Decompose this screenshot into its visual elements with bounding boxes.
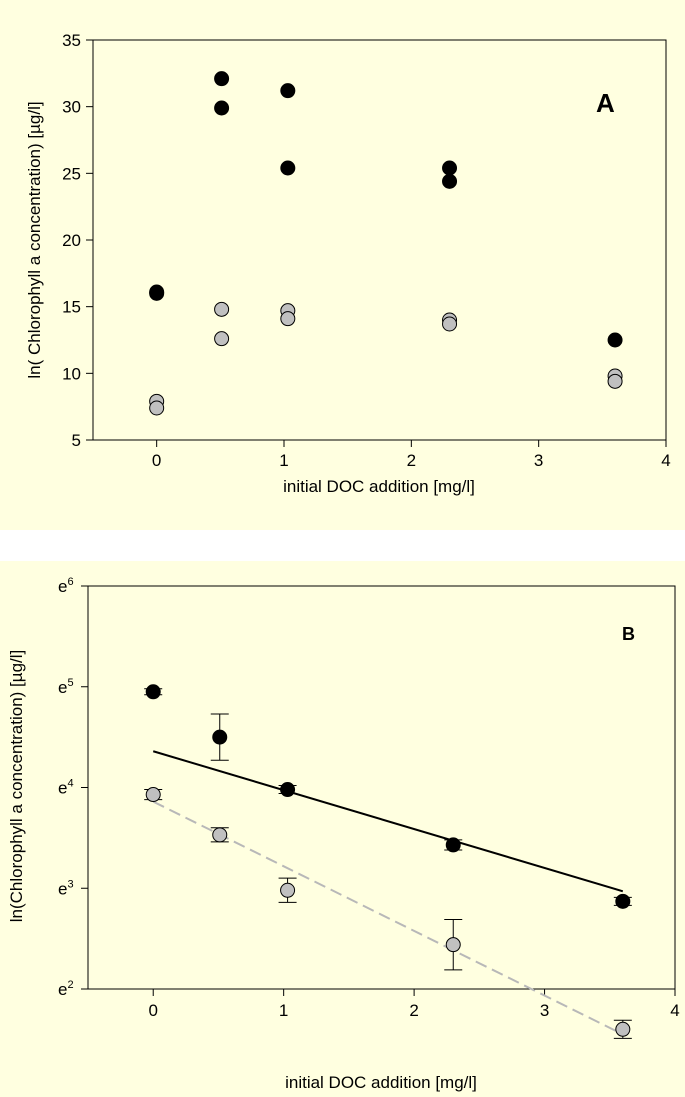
- panel-b-fit-lines: [152, 750, 624, 1036]
- panel-b-point-marker: [615, 1021, 631, 1037]
- panel-b-label: B: [622, 624, 635, 644]
- panel-b-point-series-2: [278, 877, 297, 903]
- panel-b-point-series-1: [444, 837, 463, 853]
- panel-a-point-series-1: [607, 332, 623, 348]
- panel-b-y-tick-label: e3: [58, 878, 74, 898]
- panel-a-point-series-2: [607, 373, 623, 389]
- panel-b-y-tick-label: e5: [58, 677, 74, 697]
- panel-a-point-series-1: [442, 173, 458, 189]
- panel-b-y-axis-label: ln(Chlorophyll a concentration) [µg/l]: [7, 650, 26, 922]
- panel-b-x-tick-label: 0: [148, 1001, 157, 1020]
- panel-a-point-series-2: [149, 400, 165, 416]
- panel-a-label: A: [596, 88, 615, 118]
- panel-b-plot-area: [87, 585, 676, 990]
- panel-b-point-marker: [145, 787, 161, 803]
- panel-b-point-marker: [615, 893, 631, 909]
- panel-b-point-series-2: [444, 918, 463, 971]
- panel-b-x-axis-label: initial DOC addition [mg/l]: [285, 1073, 477, 1092]
- panel-b-axes: 0 1 2 3 4 e2 e3 e4 e5 e6: [58, 576, 680, 1020]
- panel-b-x-tick-label: 1: [279, 1001, 288, 1020]
- chart-panel-b: 0 1 2 3 4 e2 e3 e4 e5 e6 B initial DOC addition […: [0, 561, 685, 1097]
- panel-b-point-series-1: [613, 893, 632, 909]
- panel-b-point-marker: [212, 827, 228, 843]
- panel-a-point-series-1: [280, 83, 296, 99]
- panel-a-points: [149, 71, 623, 416]
- panel-a-y-tick-label: 10: [62, 364, 81, 383]
- panel-a-point-series-2: [280, 311, 296, 327]
- panel-b-point-series-1: [144, 684, 163, 700]
- panel-b-point-series-2: [144, 787, 163, 803]
- panel-a-y-tick-label: 5: [72, 431, 81, 450]
- panel-b-fit-line-series-1: [152, 750, 624, 893]
- panel-a-point-series-1: [149, 284, 165, 300]
- panel-b-y-tick-label: e2: [58, 979, 74, 999]
- panel-a-axes: 0 1 2 3 4 5 10 15 20 25 30 35: [62, 31, 671, 470]
- panel-b-point-marker: [145, 684, 161, 700]
- panel-a-point-series-2: [214, 301, 230, 317]
- panel-a-point-series-1: [442, 160, 458, 176]
- panel-b-point-marker: [445, 937, 461, 953]
- panel-a-x-tick-label: 2: [407, 451, 416, 470]
- panel-a-y-tick-label: 30: [62, 98, 81, 117]
- panel-a-x-tick-label: 3: [534, 451, 543, 470]
- panel-b-point-series-2: [210, 827, 229, 843]
- panel-b-point-marker: [445, 837, 461, 853]
- panel-b-y-tick-label: e4: [58, 778, 74, 798]
- panel-a-x-axis-label: initial DOC addition [mg/l]: [283, 477, 475, 496]
- panel-b-x-tick-label: 2: [409, 1001, 418, 1020]
- panel-b-point-series-2: [613, 1019, 632, 1039]
- panel-b-x-tick-label: 4: [670, 1001, 679, 1020]
- panel-a-x-tick-label: 0: [152, 451, 161, 470]
- panel-a-x-tick-label: 4: [661, 451, 670, 470]
- panel-a-y-tick-label: 35: [62, 31, 81, 50]
- panel-a-point-series-1: [280, 160, 296, 176]
- panel-b-x-tick-label: 3: [540, 1001, 549, 1020]
- panel-a-y-tick-label: 20: [62, 231, 81, 250]
- panel-b-point-marker: [280, 782, 296, 798]
- panel-b-point-marker: [280, 882, 296, 898]
- panel-a-y-axis-label: ln( Chlorophyll a concentration) [µg/l]: [25, 101, 44, 378]
- panel-b-point-marker: [212, 729, 228, 745]
- panel-a-y-tick-label: 15: [62, 298, 81, 317]
- panel-a-x-tick-label: 1: [279, 451, 288, 470]
- panel-a-plot-area: [92, 39, 667, 441]
- panel-b-point-series-1: [278, 782, 297, 798]
- panel-b-fit-line-series-2: [152, 800, 624, 1036]
- chart-panel-a: 0 1 2 3 4 5 10 15 20 25 30 35 A initial DOC additio…: [0, 0, 685, 530]
- panel-a-point-series-1: [214, 71, 230, 87]
- panel-b-y-tick-label: e6: [58, 576, 74, 596]
- panel-a-point-series-2: [214, 331, 230, 347]
- panel-b-point-series-1: [210, 713, 229, 761]
- panel-a-point-series-2: [442, 316, 458, 332]
- panel-a-y-tick-label: 25: [62, 164, 81, 183]
- panel-b-points: [144, 684, 632, 1039]
- panel-a-point-series-1: [214, 100, 230, 116]
